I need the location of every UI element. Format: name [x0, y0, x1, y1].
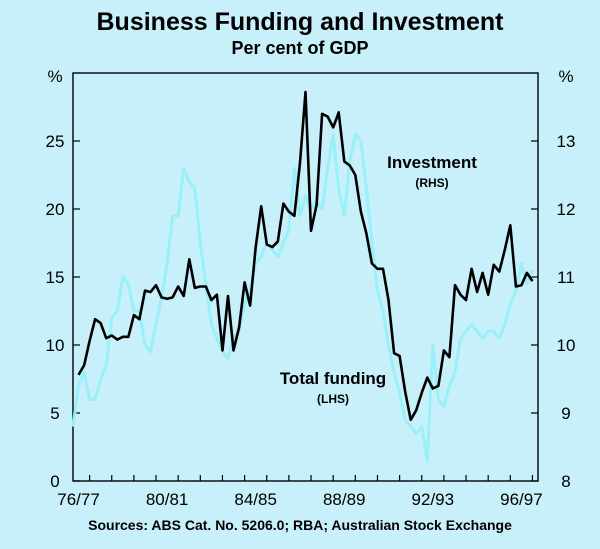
x-tick-label: 80/81	[146, 490, 189, 509]
source-note: Sources: ABS Cat. No. 5206.0; RBA; Austr…	[88, 517, 512, 533]
right-tick-label: 10	[557, 336, 576, 355]
left-tick-label: 20	[46, 200, 65, 219]
series-investment-line	[71, 132, 534, 463]
right-tick-label: 8	[561, 472, 570, 491]
chart-subtitle: Per cent of GDP	[231, 38, 369, 58]
x-tick-label: 96/97	[500, 490, 543, 509]
right-axis: 8 9 10 11 12 13	[531, 132, 575, 491]
x-tick-label: 88/89	[323, 490, 366, 509]
right-tick-label: 13	[557, 132, 576, 151]
total-funding-label: Total funding	[280, 369, 386, 388]
investment-axis-note: (RHS)	[415, 176, 448, 190]
investment-label: Investment	[387, 153, 477, 172]
x-tick-label: 92/93	[412, 490, 455, 509]
left-axis-unit: %	[47, 67, 62, 86]
right-tick-label: 11	[557, 268, 575, 287]
left-tick-label: 0	[50, 472, 59, 491]
left-tick-label: 25	[46, 132, 65, 151]
x-tick-label: 76/77	[57, 490, 100, 509]
series-total-funding-line	[77, 90, 534, 422]
plot-area	[72, 72, 539, 482]
left-tick-label: 10	[46, 336, 65, 355]
left-axis: 0 5 10 15 20 25	[46, 132, 80, 491]
right-axis-unit: %	[558, 67, 573, 86]
total-funding-axis-note: (LHS)	[317, 392, 349, 406]
left-tick-label: 5	[50, 404, 59, 423]
x-tick-label: 84/85	[234, 490, 277, 509]
left-tick-label: 15	[46, 268, 65, 287]
chart-title: Business Funding and Investment	[96, 8, 504, 36]
right-tick-label: 12	[557, 200, 576, 219]
x-axis: 76/77 80/81 84/85 88/89 92/93 96/97	[57, 475, 543, 509]
right-tick-label: 9	[561, 404, 570, 423]
